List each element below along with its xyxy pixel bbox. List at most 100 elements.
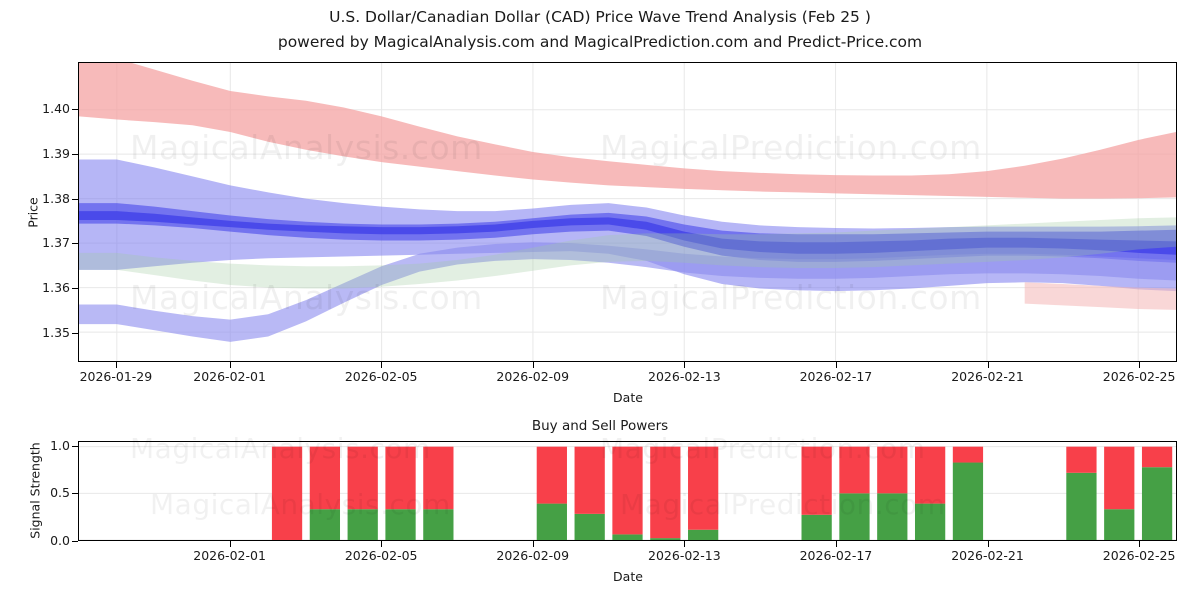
bar-group: [1104, 446, 1135, 540]
tick-mark: [72, 332, 78, 334]
price-xtick: 2026-02-25: [1102, 369, 1176, 384]
sell-power-bar: [688, 446, 719, 530]
bar-group: [914, 446, 946, 540]
buy-sell-plot-area: [79, 446, 1176, 540]
sell-power-bar: [801, 446, 832, 515]
signal-ytick: 0.5: [50, 485, 70, 501]
buy-sell-title: Buy and Sell Powers: [531, 418, 669, 434]
signal-xtick: 2026-02-05: [344, 548, 418, 563]
bar-group: [385, 446, 416, 540]
buy-power-bar: [574, 513, 605, 540]
sell-power-bar: [612, 446, 643, 535]
pale-green-band: [79, 217, 1176, 289]
buy-power-bar: [952, 462, 984, 540]
tick-mark: [381, 541, 383, 547]
buy-power-bar: [385, 509, 416, 540]
tick-mark: [229, 541, 231, 547]
price-xtick: 2026-02-17: [799, 369, 873, 384]
sell-power-bar: [1141, 446, 1173, 468]
bar-group: [347, 446, 378, 540]
tick-mark: [1139, 541, 1141, 547]
price-xtick: 2026-02-05: [344, 369, 418, 384]
support-band-lower-blue: [79, 242, 1176, 342]
bar-group: [688, 446, 719, 540]
price-ytick: 1.40: [42, 101, 70, 116]
sell-power-bar: [423, 446, 454, 510]
price-ytick: 1.37: [42, 235, 70, 251]
tick-mark: [72, 198, 78, 200]
price-xtick: 2026-02-21: [951, 369, 1024, 384]
tick-mark: [835, 362, 837, 368]
tick-mark: [987, 541, 989, 547]
price-wave-plot-area: [79, 63, 1176, 361]
price-ytick: 1.38: [42, 190, 70, 206]
bar-group: [801, 446, 832, 540]
price-xaxis-label: Date: [613, 390, 643, 405]
buy-power-bar: [914, 503, 946, 540]
buy-power-bar: [650, 538, 681, 540]
price-wave-chart: [78, 62, 1177, 362]
bar-group: [423, 446, 454, 540]
sell-power-bar: [1104, 446, 1135, 510]
tick-mark: [72, 445, 78, 447]
lower-pink-band: [1024, 282, 1176, 310]
bar-group: [877, 446, 908, 540]
sell-power-bar: [385, 446, 416, 510]
tick-mark: [72, 493, 78, 495]
tick-mark: [72, 153, 78, 155]
chart-title-block: U.S. Dollar/Canadian Dollar (CAD) Price …: [0, 0, 1200, 50]
bar-group: [309, 446, 341, 540]
signal-ytick: 1.0: [50, 437, 70, 453]
bar-group: [839, 446, 870, 540]
sell-power-bar: [574, 446, 605, 514]
buy-power-bar: [1141, 467, 1173, 540]
signal-xtick: 2026-02-17: [799, 548, 873, 563]
bar-group: [574, 446, 605, 540]
tick-mark: [72, 541, 78, 542]
tick-mark: [115, 362, 117, 368]
bar-group: [1141, 446, 1173, 540]
tick-mark: [381, 362, 383, 368]
sell-power-bar: [952, 446, 984, 463]
bar-group: [952, 446, 984, 540]
bar-group: [650, 446, 681, 540]
signal-ytick: 0.0: [50, 533, 70, 548]
tick-mark: [229, 362, 231, 368]
tick-mark: [72, 109, 78, 110]
tick-mark: [532, 541, 534, 547]
page-title: U.S. Dollar/Canadian Dollar (CAD) Price …: [329, 8, 871, 26]
bar-group: [271, 446, 303, 540]
page-subtitle: powered by MagicalAnalysis.com and Magic…: [277, 32, 923, 51]
tick-mark: [987, 362, 989, 368]
price-ytick: 1.36: [42, 280, 70, 296]
bar-group: [1066, 446, 1097, 540]
buy-power-bar: [1066, 472, 1097, 540]
price-ytick: 1.35: [42, 324, 70, 340]
sell-power-bar: [914, 446, 946, 504]
price-xtick: 2026-02-01: [193, 369, 266, 384]
bar-group: [612, 446, 643, 540]
buy-power-bar: [612, 534, 643, 540]
signal-xtick: 2026-02-09: [496, 548, 570, 563]
signal-xtick: 2026-02-13: [648, 548, 721, 563]
buy-sell-chart: [78, 441, 1177, 541]
tick-mark: [532, 362, 534, 368]
buy-power-bar: [839, 493, 870, 540]
resistance-band-red: [79, 63, 1176, 199]
signal-xtick: 2026-02-01: [193, 548, 266, 563]
sell-power-bar: [309, 446, 341, 510]
tick-mark: [1139, 362, 1141, 368]
signal-xtick: 2026-02-25: [1102, 548, 1176, 563]
price-xtick: 2026-02-13: [648, 369, 721, 384]
buy-power-bar: [309, 509, 341, 540]
buy-power-bar: [688, 529, 719, 540]
price-xtick: 2026-02-09: [496, 369, 570, 384]
tick-mark: [835, 541, 837, 547]
buy-power-bar: [347, 509, 378, 540]
buy-power-bar: [423, 509, 454, 540]
signal-xtick: 2026-02-21: [951, 548, 1024, 563]
sell-power-bar: [271, 446, 303, 540]
sell-power-bar: [1066, 446, 1097, 473]
tick-mark: [72, 288, 78, 290]
price-ytick: 1.39: [42, 145, 70, 161]
